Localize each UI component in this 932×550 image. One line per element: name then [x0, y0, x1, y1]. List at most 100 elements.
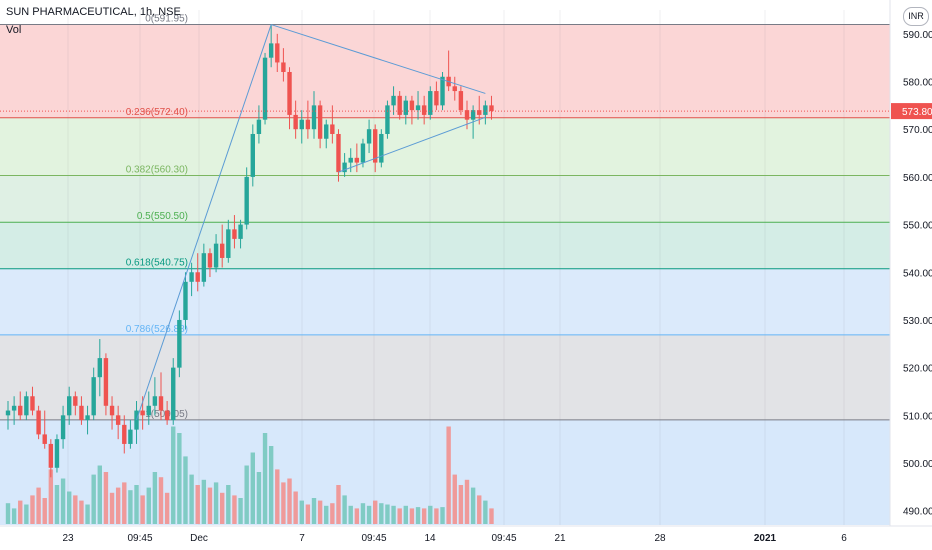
y-tick-label: 510.00 — [903, 411, 932, 422]
candle-body — [366, 129, 372, 144]
volume-bar — [30, 495, 35, 524]
volume-bar — [415, 507, 421, 524]
volume-bar — [379, 503, 384, 524]
volume-bar — [115, 487, 121, 524]
volume-bar — [171, 426, 176, 524]
candle-body — [24, 396, 29, 416]
candle-body — [409, 100, 415, 111]
trendline — [338, 116, 486, 173]
fib-zone — [0, 268, 890, 335]
x-tick-label: 14 — [424, 533, 436, 544]
fib-zone — [0, 175, 890, 223]
candle-body — [360, 143, 366, 163]
fib-level-label: 0(591.95) — [145, 14, 188, 25]
candle-body — [158, 396, 164, 411]
candle-body — [434, 91, 439, 106]
volume-bar — [79, 500, 84, 524]
candle-body — [354, 157, 360, 163]
candle-body — [226, 229, 231, 258]
candle-body — [373, 129, 378, 163]
volume-bar — [152, 472, 158, 524]
candle-body — [11, 405, 17, 411]
volume-bar — [109, 492, 115, 524]
fib-level-label: 0.786(526.88) — [126, 324, 188, 335]
volume-bar — [73, 495, 78, 524]
candle-body — [428, 91, 433, 115]
volume-bar — [281, 482, 286, 524]
volume-bar — [250, 452, 255, 524]
candle-body — [281, 62, 286, 72]
y-tick-label: 590.00 — [903, 30, 932, 41]
volume-bar — [122, 482, 127, 524]
candle-body — [385, 105, 390, 134]
volume-bar — [244, 465, 249, 524]
candle-body — [36, 410, 41, 435]
volume-bar — [464, 479, 470, 524]
y-tick-label: 530.00 — [903, 316, 932, 327]
last-price-tag — [891, 103, 932, 120]
candle-body — [171, 367, 176, 421]
volume-bar — [409, 508, 415, 524]
volume-bar — [158, 477, 164, 524]
x-tick-label: 09:45 — [127, 533, 152, 544]
fib-zone — [0, 334, 890, 420]
volume-bar — [336, 485, 341, 524]
candle-body — [5, 410, 11, 416]
currency-button[interactable]: INR — [903, 7, 929, 26]
candle-body — [195, 272, 200, 282]
candle-body — [483, 105, 488, 115]
candle-body — [220, 243, 225, 258]
candle-body — [213, 243, 219, 268]
volume-bar — [311, 498, 317, 524]
price-axis — [890, 0, 932, 550]
volume-bar — [140, 495, 145, 524]
candle-body — [305, 119, 311, 130]
x-tick-label: Dec — [190, 533, 208, 544]
volume-bar — [477, 495, 482, 524]
candle-body — [464, 110, 470, 120]
candle-body — [311, 105, 317, 130]
fib-level-label: 0.5(550.50) — [137, 211, 188, 222]
candle-body — [397, 95, 402, 115]
candle-body — [330, 124, 335, 134]
volume-bar — [238, 498, 243, 524]
volume-bar — [232, 495, 237, 524]
volume-bar — [360, 503, 366, 524]
volume-bar — [403, 505, 408, 524]
chart-title: SUN PHARMACEUTICAL, 1h, NSE — [6, 6, 181, 18]
fib-level-label: 0.618(540.75) — [126, 258, 188, 269]
volume-bar — [434, 508, 439, 524]
volume-bar — [195, 485, 200, 524]
volume-bar — [36, 487, 41, 524]
trendline — [136, 24, 272, 421]
volume-bar — [354, 508, 360, 524]
candle-body — [42, 434, 47, 444]
x-tick-label: 7 — [299, 533, 305, 544]
volume-bar — [330, 503, 335, 524]
candle-body — [489, 105, 494, 112]
volume-bar — [177, 433, 182, 524]
x-tick-label: 09:45 — [491, 533, 516, 544]
y-tick-label: 560.00 — [903, 173, 932, 184]
x-tick-label: 2021 — [754, 533, 777, 544]
candle-body — [317, 105, 323, 139]
candle-body — [152, 396, 158, 406]
fib-zone — [0, 117, 890, 176]
volume-indicator-label[interactable]: Vol — [6, 24, 22, 36]
volume-bar — [428, 505, 433, 524]
candle-body — [268, 43, 274, 58]
candle-body — [91, 377, 96, 416]
volume-bar — [397, 508, 402, 524]
candle-body — [379, 133, 384, 163]
candle-body — [48, 443, 54, 468]
time-axis — [0, 526, 932, 550]
volume-bar — [220, 492, 225, 524]
volume-bar — [42, 498, 47, 524]
candle-body — [458, 91, 464, 111]
x-tick-label: 21 — [554, 533, 566, 544]
volume-bar — [366, 505, 372, 524]
x-tick-label: 6 — [841, 533, 847, 544]
volume-bar — [24, 504, 29, 524]
volume-bar — [91, 474, 96, 524]
